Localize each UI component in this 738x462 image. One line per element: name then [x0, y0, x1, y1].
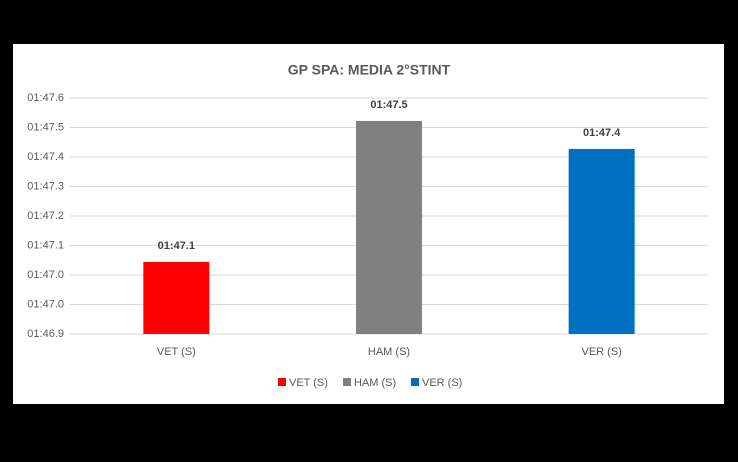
bar: [356, 120, 422, 334]
legend-label: VET (S): [289, 377, 328, 389]
value-label: 01:47.5: [370, 99, 407, 111]
bar: [568, 148, 635, 334]
x-tick-label: HAM (S): [368, 346, 410, 358]
y-tick-label: 01:47.1: [27, 239, 64, 251]
y-tick-label: 01:47.5: [27, 121, 64, 133]
y-tick-label: 01:47.0: [27, 269, 64, 281]
y-tick-label: 01:47.0: [27, 298, 64, 310]
y-tick-label: 01:47.3: [27, 180, 64, 192]
y-tick-label: 01:47.6: [27, 92, 64, 104]
y-tick-label: 01:46.9: [27, 328, 64, 340]
chart-title: GP SPA: MEDIA 2°STINT: [288, 62, 451, 78]
legend-swatch: [343, 378, 351, 386]
legend-label: HAM (S): [354, 377, 396, 389]
legend-swatch: [278, 378, 286, 386]
value-label: 01:47.1: [158, 240, 195, 252]
value-label: 01:47.4: [583, 127, 621, 139]
x-tick-label: VER (S): [581, 346, 621, 358]
y-tick-label: 01:47.4: [27, 151, 64, 163]
bar: [143, 261, 210, 334]
y-tick-label: 01:47.2: [27, 210, 64, 222]
x-tick-label: VET (S): [157, 346, 196, 358]
legend-label: VER (S): [422, 377, 462, 389]
legend-swatch: [411, 378, 419, 386]
